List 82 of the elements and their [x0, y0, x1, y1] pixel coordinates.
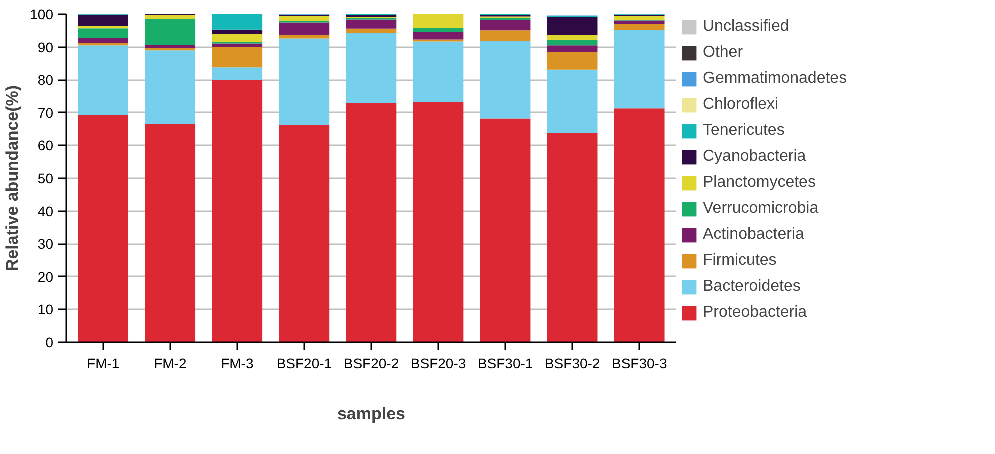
legend-label: Gemmatimonadetes [703, 70, 848, 88]
x-tick-label: FM-1 [87, 356, 120, 372]
bar [145, 50, 196, 124]
x-tick-label: BSF20-3 [410, 356, 466, 372]
y-tick-label: 60 [38, 138, 54, 154]
bar [78, 26, 129, 29]
bar [547, 35, 598, 40]
bar [78, 38, 129, 44]
bar [413, 14, 464, 28]
bar [413, 32, 464, 40]
legend-label: Firmicutes [703, 252, 777, 270]
bar [547, 17, 598, 36]
y-tick-label: 50 [38, 170, 54, 186]
bar [547, 52, 598, 70]
bar [547, 70, 598, 134]
legend-label: Other [703, 44, 744, 62]
y-tick-label: 70 [38, 104, 54, 121]
bar [547, 46, 598, 52]
bar [547, 133, 598, 342]
bar [279, 38, 330, 126]
bar [78, 14, 129, 26]
bar [413, 28, 464, 33]
bar [145, 45, 196, 48]
bar [212, 34, 263, 42]
y-tick-label: 100 [30, 6, 54, 22]
y-tick-label: 0 [46, 334, 54, 350]
x-axis-title: samples [337, 404, 406, 424]
legend-label: Actinobacteria [703, 226, 804, 244]
bar [480, 30, 531, 42]
x-tick-label: BSF30-3 [612, 356, 668, 372]
bar [480, 20, 531, 31]
legend-label: Proteobacteria [703, 304, 808, 322]
bar [78, 115, 129, 342]
bar [78, 46, 129, 116]
x-tick-label: BSF30-1 [478, 356, 534, 372]
x-tick-label: FM-2 [154, 356, 187, 372]
bar [279, 22, 330, 36]
bar [614, 24, 665, 30]
bar [614, 30, 665, 109]
y-axis-title: Relative abundance(%) [3, 85, 22, 272]
y-tick-label: 90 [38, 39, 54, 56]
legend-label: Planctomycetes [703, 174, 816, 192]
y-tick-label: 40 [38, 203, 54, 220]
bar [212, 14, 263, 30]
x-tick-label: BSF20-1 [276, 356, 332, 372]
bar [614, 20, 665, 24]
bar [413, 102, 464, 342]
bar [279, 16, 330, 22]
bar [145, 124, 196, 342]
legend-label: Chloroflexi [703, 96, 779, 114]
bar [145, 15, 196, 20]
bar [145, 19, 196, 46]
bar [614, 108, 665, 342]
legend-label: Verrucomicrobia [703, 200, 819, 218]
y-tick-label: 10 [38, 302, 54, 318]
bar [212, 46, 263, 68]
bar [212, 30, 263, 34]
legend-label: Tenericutes [703, 122, 785, 140]
bar [279, 125, 330, 342]
y-tick-label: 80 [38, 72, 54, 88]
legend-label: Bacteroidetes [703, 278, 801, 296]
bar [614, 16, 665, 20]
bar [212, 68, 263, 80]
bar [547, 40, 598, 46]
bar [212, 80, 263, 342]
bar [413, 42, 464, 102]
y-tick-label: 20 [38, 268, 54, 285]
x-tick-label: BSF30-2 [544, 356, 600, 372]
legend-label: Cyanobacteria [703, 148, 806, 166]
x-tick-label: FM-3 [221, 356, 254, 372]
bar [78, 28, 129, 38]
bar [346, 20, 397, 29]
bar [212, 44, 263, 47]
bar [346, 33, 397, 104]
legend-label: Unclassified [703, 18, 790, 36]
y-tick-label: 30 [38, 236, 54, 252]
bar [346, 103, 397, 342]
bar [480, 118, 531, 342]
x-tick-label: BSF20-2 [344, 356, 400, 372]
bar [346, 28, 397, 34]
bar [279, 35, 330, 39]
bar [480, 41, 531, 119]
